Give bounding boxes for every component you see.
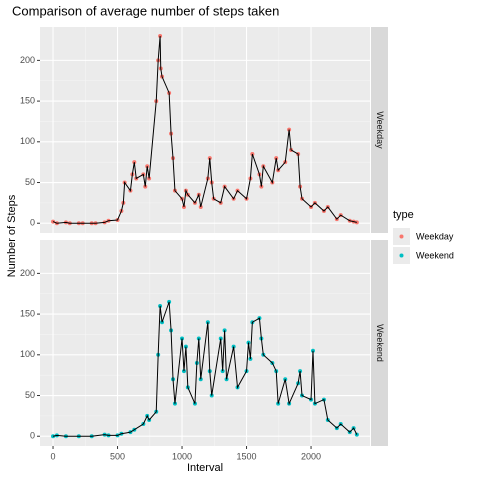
data-point [51, 434, 56, 439]
series-line [52, 301, 358, 437]
chart-title: Comparison of average number of steps ta… [12, 3, 279, 18]
facet-strip-label: Weekend [375, 324, 385, 362]
facet-strip [371, 27, 388, 233]
legend-label: Weekday [416, 231, 454, 241]
y-tick-label: 150 [20, 95, 35, 105]
x-axis-label: Interval [187, 462, 223, 474]
facet-strip [371, 240, 388, 446]
legend-marker [399, 234, 404, 239]
x-tick-label: 2000 [301, 451, 321, 461]
panel-background [40, 27, 370, 233]
y-tick-label: 200 [20, 55, 35, 65]
series-line [52, 35, 357, 224]
y-axis-label: Number of Steps [6, 194, 18, 277]
y-tick-label: 100 [20, 349, 35, 359]
data-point [354, 220, 359, 225]
data-point [354, 432, 359, 437]
facet-strip-label: Weekday [375, 111, 385, 149]
y-tick-label: 50 [25, 390, 35, 400]
y-tick-label: 200 [20, 268, 35, 278]
y-tick-label: 0 [30, 218, 35, 228]
x-tick-label: 0 [51, 451, 56, 461]
y-tick-label: 100 [20, 136, 35, 146]
x-tick-label: 1000 [172, 451, 192, 461]
legend-title: type [393, 209, 414, 221]
y-tick-label: 150 [20, 308, 35, 318]
y-tick-label: 0 [30, 431, 35, 441]
y-tick-label: 50 [25, 177, 35, 187]
x-tick-label: 1500 [237, 451, 257, 461]
legend-marker [399, 253, 404, 258]
legend-label: Weekend [416, 250, 454, 260]
x-tick-label: 500 [110, 451, 125, 461]
